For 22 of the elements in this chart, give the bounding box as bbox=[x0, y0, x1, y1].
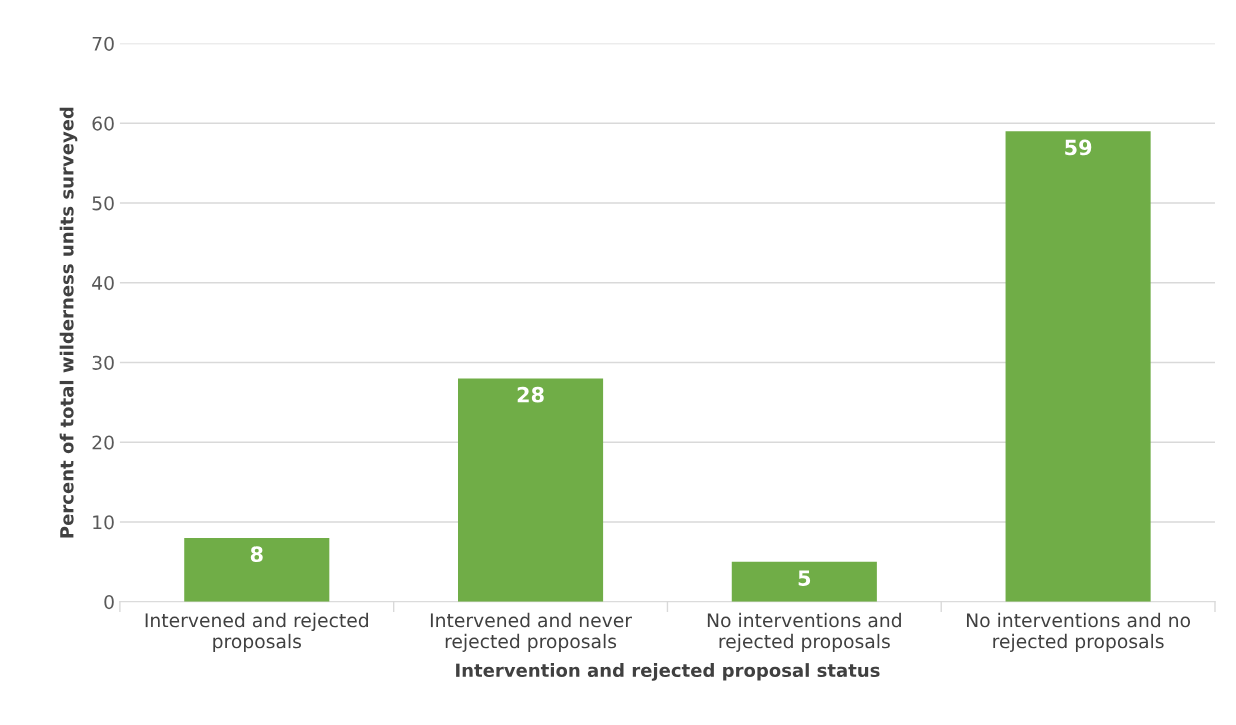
bar bbox=[1005, 131, 1151, 602]
bar bbox=[458, 378, 604, 602]
data-label: 28 bbox=[517, 386, 544, 403]
x-tick-label: Intervened and rejected proposals bbox=[145, 612, 368, 652]
data-label: 5 bbox=[798, 570, 811, 586]
y-tick-label: 70 bbox=[92, 36, 114, 51]
x-tick-label: No interventions and rejected proposals bbox=[707, 612, 901, 652]
bar bbox=[184, 537, 330, 602]
data-label: 8 bbox=[250, 546, 263, 563]
x-tick-label: Intervened and never rejected proposals bbox=[430, 612, 633, 652]
y-tick-label: 30 bbox=[92, 355, 114, 370]
y-tick-label: 50 bbox=[92, 196, 114, 211]
y-axis-title: Percent of total wilderness units surveyed bbox=[59, 107, 78, 538]
y-tick-label: 40 bbox=[92, 275, 114, 291]
x-tick-label: No interventions and no rejected proposals bbox=[966, 612, 1191, 652]
x-axis-title: Intervention and rejected proposal status bbox=[456, 663, 880, 681]
bar bbox=[731, 561, 877, 602]
y-tick-label: 10 bbox=[93, 515, 114, 530]
y-tick-label: 0 bbox=[104, 594, 114, 610]
data-label: 59 bbox=[1065, 139, 1092, 156]
y-tick-label: 20 bbox=[92, 435, 114, 450]
y-tick-label: 60 bbox=[92, 116, 114, 131]
